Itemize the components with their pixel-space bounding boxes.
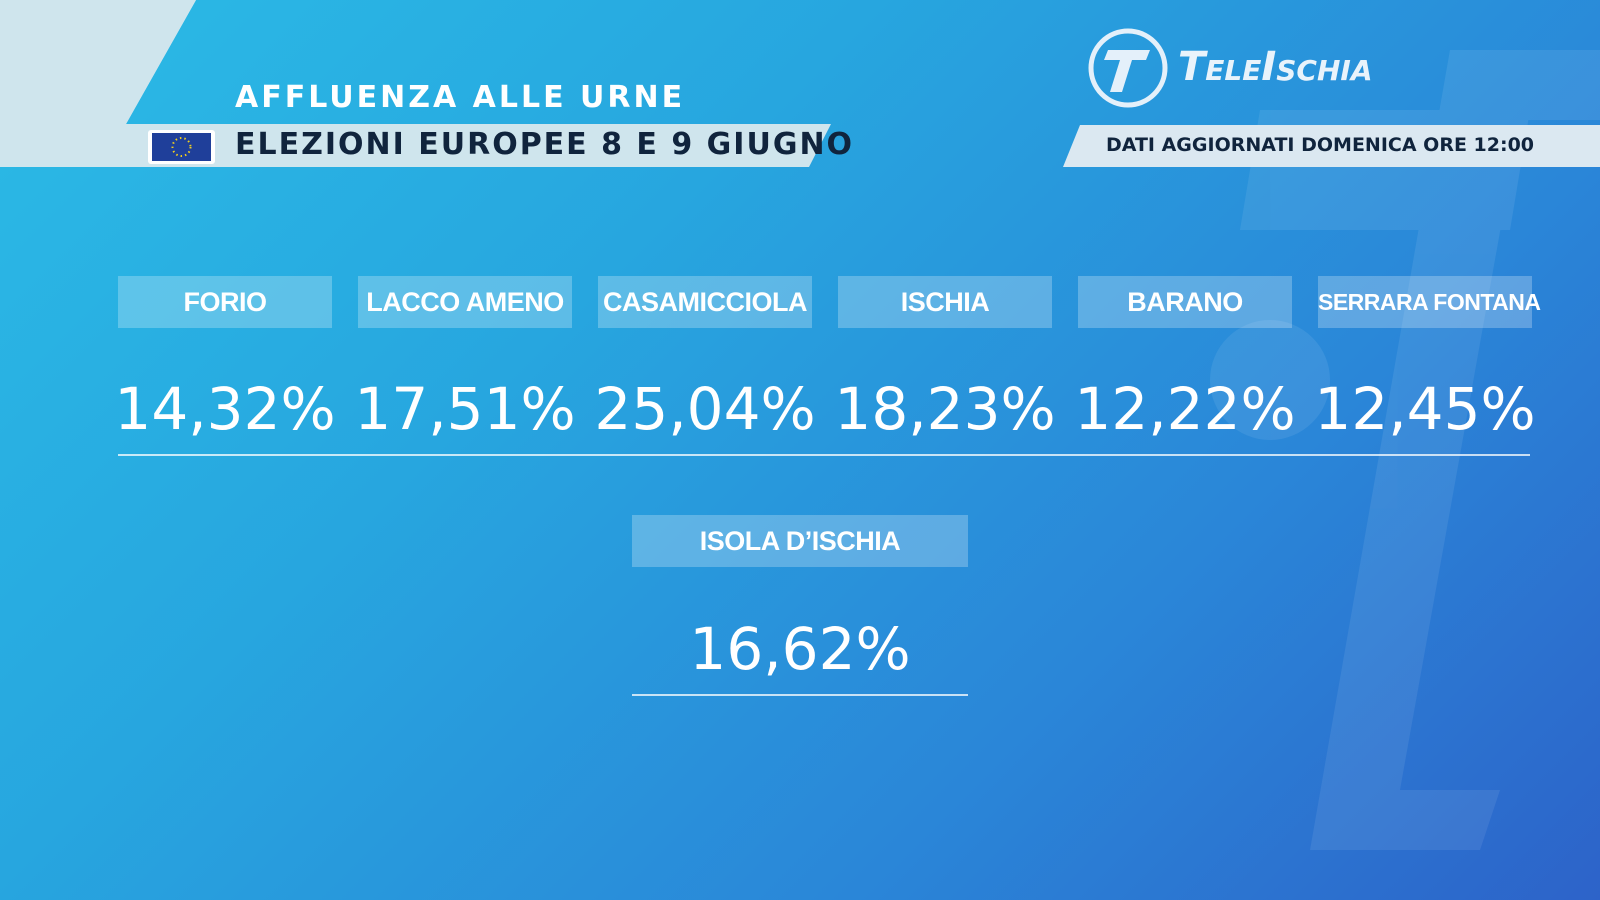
total-label: ISOLA D’ISCHIA — [632, 515, 968, 567]
watermark — [1210, 320, 1330, 440]
municipality-label: LACCO AMENO — [358, 276, 572, 328]
turnout-value: 12,22% — [1074, 375, 1296, 443]
update-band — [1063, 125, 1600, 167]
municipality-label: BARANO — [1078, 276, 1292, 328]
total-rule — [632, 694, 968, 696]
turnout-value: 14,32% — [114, 375, 336, 443]
update-note: DATI AGGIORNATI DOMENICA ORE 12:00 — [1105, 134, 1535, 156]
municipality-label: CASAMICCIOLA — [598, 276, 812, 328]
total-value: 16,62% — [689, 615, 911, 683]
subtitle: ELEZIONI EUROPEE 8 E 9 GIUGNO — [235, 127, 855, 162]
turnout-value: 18,23% — [834, 375, 1056, 443]
municipality-label: ISCHIA — [838, 276, 1052, 328]
header-panel — [0, 0, 196, 124]
header-panel — [0, 124, 148, 167]
turnout-value: 12,45% — [1314, 375, 1536, 443]
logo-mark — [1104, 50, 1150, 92]
municipality-label: SERRARA FONTANA — [1318, 276, 1541, 328]
municipality-label: FORIO — [118, 276, 332, 328]
watermark — [1310, 50, 1600, 850]
turnout-value: 17,51% — [354, 375, 576, 443]
row-rule — [118, 454, 1530, 456]
eu-stars — [171, 137, 192, 157]
turnout-value: 25,04% — [594, 375, 816, 443]
header-panel — [0, 0, 831, 167]
logo-text: TeleIschia — [1178, 44, 1373, 90]
title: AFFLUENZA ALLE URNE — [235, 80, 686, 115]
logo-ring — [1088, 28, 1168, 108]
